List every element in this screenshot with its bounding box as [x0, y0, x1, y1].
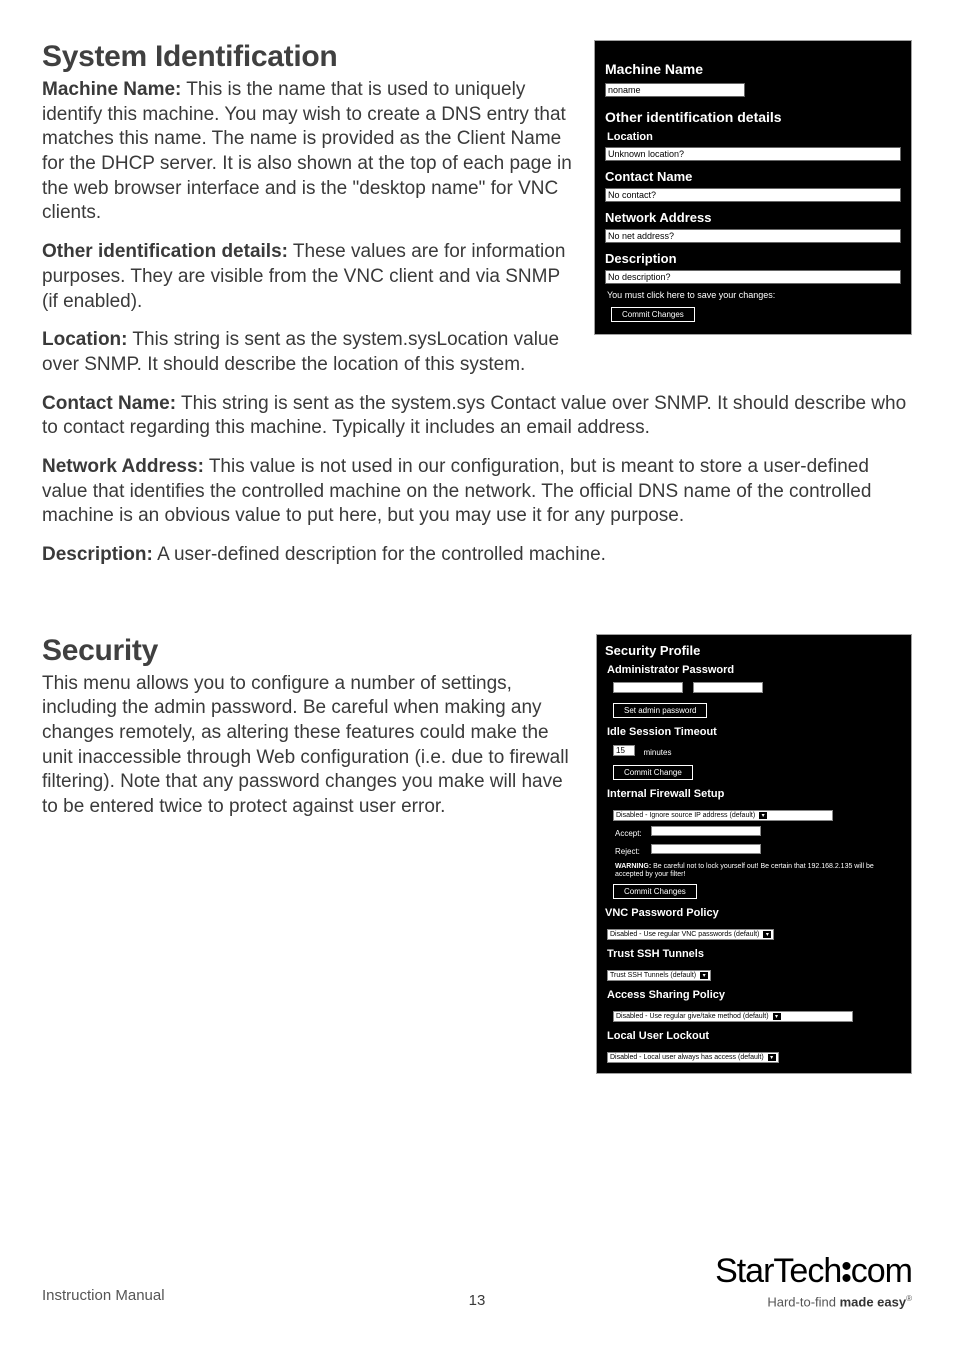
- security-profile-title: Security Profile: [605, 643, 905, 658]
- chevron-down-icon: ▾: [759, 812, 767, 819]
- share-label: Access Sharing Policy: [607, 989, 905, 1001]
- fw-accept-label: Accept:: [615, 829, 651, 838]
- fw-warning: WARNING: Be careful not to lock yourself…: [615, 863, 901, 880]
- desc-para: Description: A user-defined description …: [42, 543, 912, 568]
- idle-timeout-input[interactable]: 15: [613, 745, 635, 756]
- chevron-down-icon: ▾: [763, 931, 771, 938]
- startech-logo: StarTech••com Hard-to-find made easy®: [715, 1254, 912, 1309]
- chevron-down-icon: ▾: [700, 972, 708, 979]
- fw-reject-input[interactable]: [651, 844, 761, 854]
- netaddr-input[interactable]: No net address?: [605, 229, 901, 243]
- vnc-policy-label: VNC Password Policy: [605, 907, 905, 919]
- machine-name-heading: Machine Name: [605, 61, 901, 77]
- ssh-label: Trust SSH Tunnels: [607, 948, 905, 960]
- share-select[interactable]: Disabled - Use regular give/take method …: [613, 1011, 853, 1022]
- page-number: 13: [469, 1292, 486, 1309]
- admin-pw-label: Administrator Password: [607, 664, 905, 676]
- vnc-policy-select[interactable]: Disabled - Use regular VNC passwords (de…: [607, 929, 774, 940]
- fw-reject-label: Reject:: [615, 847, 651, 856]
- admin-pw-input-1[interactable]: [613, 682, 683, 693]
- lockout-select[interactable]: Disabled - Local user always has access …: [607, 1052, 779, 1063]
- contact-para: Contact Name: This string is sent as the…: [42, 392, 912, 441]
- commit-changes-button[interactable]: Commit Changes: [611, 307, 695, 322]
- netaddr-para: Network Address: This value is not used …: [42, 455, 912, 529]
- idle-unit: minutes: [643, 748, 671, 757]
- security-panel: Security Profile Administrator Password …: [596, 634, 912, 1075]
- chevron-down-icon: ▾: [768, 1054, 776, 1061]
- machine-name-input[interactable]: noname: [605, 83, 745, 97]
- fw-accept-input[interactable]: [651, 826, 761, 836]
- lockout-label: Local User Lockout: [607, 1030, 905, 1042]
- logo-tagline: Hard-to-find made easy®: [715, 1294, 912, 1309]
- admin-pw-input-2[interactable]: [693, 682, 763, 693]
- location-label: Location: [607, 131, 901, 143]
- netaddr-label: Network Address: [605, 210, 901, 225]
- fw-commit-button[interactable]: Commit Changes: [613, 884, 697, 899]
- system-id-panel: Machine Name noname Other identification…: [594, 40, 912, 335]
- contact-input[interactable]: No contact?: [605, 188, 901, 202]
- logo-text: StarTech: [715, 1252, 841, 1290]
- idle-commit-button[interactable]: Commit Change: [613, 765, 693, 780]
- location-para: Location: This string is sent as the sys…: [42, 328, 912, 377]
- footer-label: Instruction Manual: [42, 1287, 165, 1304]
- idle-timeout-label: Idle Session Timeout: [607, 726, 905, 738]
- logo-suffix: com: [851, 1252, 912, 1290]
- ssh-select[interactable]: Trust SSH Tunnels (default)▾: [607, 970, 711, 981]
- save-note: You must click here to save your changes…: [607, 290, 901, 300]
- firewall-label: Internal Firewall Setup: [607, 788, 905, 800]
- logo-dot-icon: ••: [841, 1261, 851, 1285]
- desc-label: Description: [605, 251, 901, 266]
- set-admin-pw-button[interactable]: Set admin password: [613, 703, 707, 718]
- page-footer: Instruction Manual 13 StarTech••com Hard…: [42, 1287, 912, 1305]
- chevron-down-icon: ▾: [773, 1013, 781, 1020]
- desc-input[interactable]: No description?: [605, 270, 901, 284]
- location-input[interactable]: Unknown location?: [605, 147, 901, 161]
- other-details-heading: Other identification details: [605, 109, 901, 125]
- contact-label: Contact Name: [605, 169, 901, 184]
- firewall-mode-select[interactable]: Disabled - Ignore source IP address (def…: [613, 810, 833, 821]
